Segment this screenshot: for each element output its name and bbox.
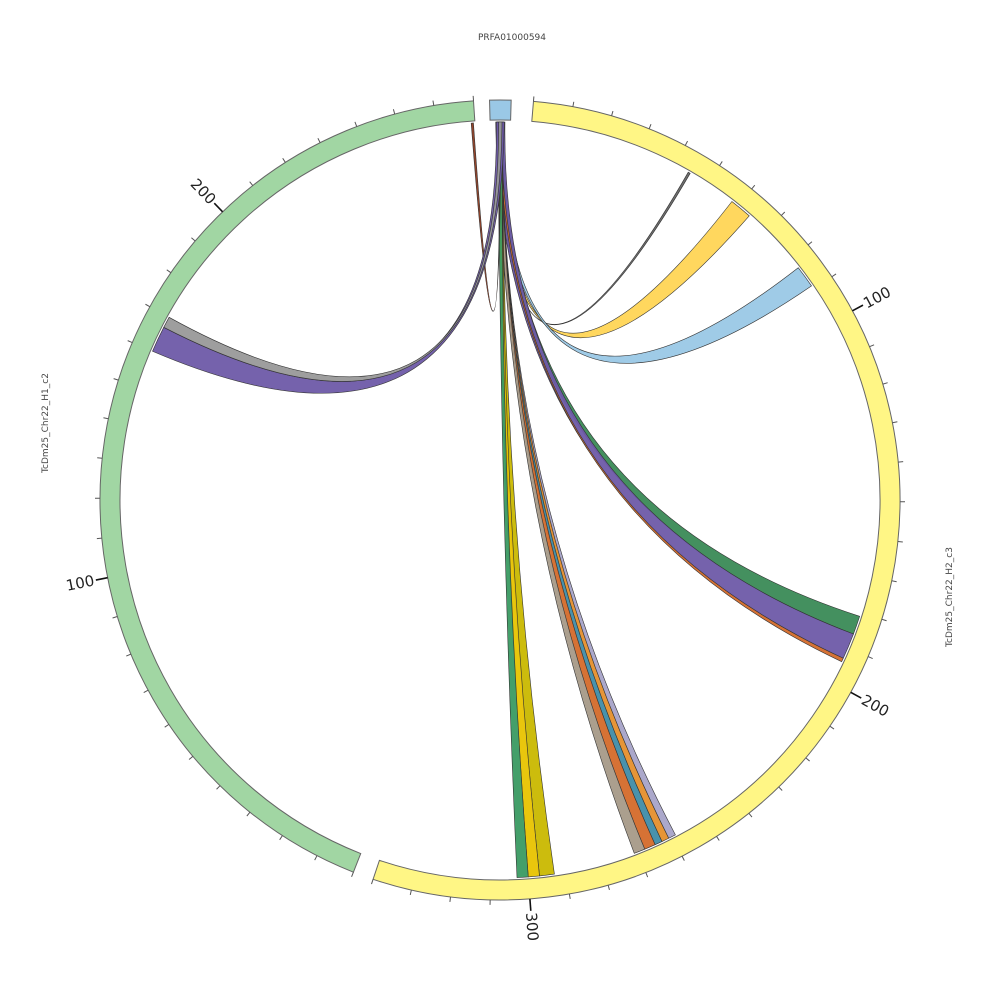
tick-h1-170	[145, 303, 151, 308]
tick-h2-40	[684, 140, 689, 146]
tick-label-h2-300: 300	[522, 912, 542, 942]
tick-label-h1-100: 100	[64, 572, 96, 595]
link-13-h2	[498, 121, 529, 878]
tick-h1-240	[354, 121, 358, 127]
tick-h2-20	[611, 110, 614, 117]
tick-h2-30	[648, 124, 652, 130]
link-15-h1	[152, 121, 505, 394]
link-14-h1	[470, 121, 502, 312]
tick-h1-230	[317, 138, 321, 143]
tick-h1-130	[97, 457, 103, 459]
link-4-h2	[495, 121, 854, 659]
ticks-layer	[94, 95, 906, 911]
segment-h1	[99, 100, 476, 873]
tick-h2-230	[778, 786, 783, 791]
tick-h2-260	[681, 855, 685, 861]
segment-name-prfa: PRFA01000594	[478, 33, 546, 43]
link-16-h1	[163, 121, 503, 382]
tick-label-h2-100: 100	[860, 283, 894, 312]
tick-h2-210	[829, 725, 835, 730]
tick-h2-130	[892, 421, 898, 424]
tick-h1-210	[249, 181, 254, 186]
tick-h1-70	[143, 689, 149, 694]
tick-h1-140	[103, 417, 109, 420]
tick-h2-240	[748, 812, 753, 818]
tick-h1-40	[216, 785, 221, 790]
tick-h2-70	[780, 211, 786, 216]
tick-h2-200	[850, 691, 862, 699]
tick-h1-190	[191, 237, 196, 242]
tick-h2-280	[607, 884, 610, 891]
tick-h2-170	[891, 580, 897, 583]
tick-h2-270	[645, 872, 649, 878]
tick-h1-80	[126, 653, 132, 657]
tick-h2-60	[751, 184, 756, 190]
tick-h2-190	[867, 656, 873, 659]
tick-h2-320	[449, 896, 452, 902]
tick-h1-260	[432, 100, 435, 106]
link-1-h2	[496, 121, 750, 339]
tick-h2-340	[371, 879, 374, 885]
tick-h2-50	[719, 161, 723, 166]
tick-h2-220	[805, 757, 810, 762]
tick-h2-250	[716, 836, 720, 841]
tick-h1-200	[213, 202, 224, 213]
tick-h2-80	[807, 241, 813, 246]
tick-h1-0	[351, 871, 354, 878]
tick-h1-50	[188, 755, 194, 760]
segment-name-h1: TcDm25_Chr22_H1_c2	[41, 373, 51, 474]
tick-h2-160	[897, 540, 903, 543]
tick-label-h2-200: 200	[858, 691, 892, 721]
tick-h1-160	[127, 340, 133, 344]
segment-prfa	[489, 99, 512, 121]
tick-h2-180	[881, 618, 887, 622]
tick-h2-90	[831, 273, 837, 278]
segment-name-h2: TcDm25_Chr22_H2_c3	[945, 547, 955, 648]
tick-h1-20	[279, 835, 283, 841]
links-layer	[152, 121, 861, 878]
tick-h1-30	[246, 811, 251, 817]
link-2-h2	[497, 121, 812, 364]
tick-h2-100	[852, 304, 864, 312]
tick-h1-150	[113, 378, 119, 381]
tick-h1-180	[166, 269, 172, 274]
tick-h1-10	[314, 855, 318, 861]
tick-h1-60	[164, 723, 170, 728]
tick-h2-330	[409, 889, 412, 896]
tick-h1-220	[282, 157, 286, 163]
tick-h2-120	[882, 382, 888, 385]
tick-h2-110	[869, 344, 875, 348]
tick-h2-290	[568, 893, 571, 899]
link-10-h2	[498, 121, 646, 854]
tick-h1-90	[112, 616, 118, 619]
tick-h1-100	[95, 576, 108, 581]
tick-h1-250	[392, 109, 396, 115]
tick-h2-300	[529, 898, 532, 911]
link-5-h2	[499, 121, 844, 663]
tick-h2-10	[572, 101, 575, 107]
